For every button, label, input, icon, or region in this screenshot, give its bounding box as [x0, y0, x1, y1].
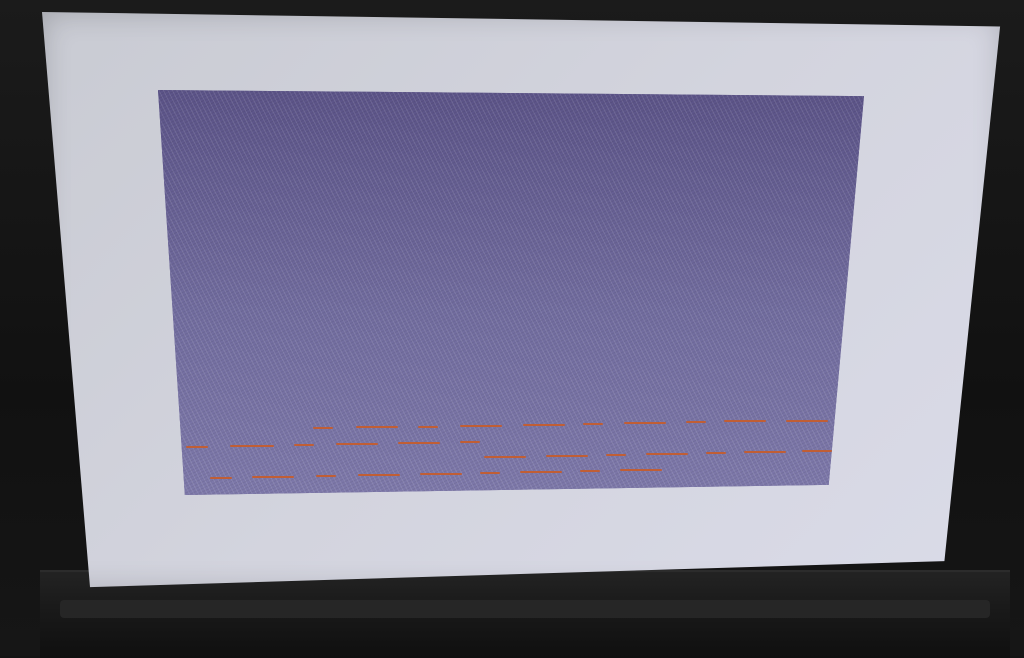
dash-segment: [624, 422, 666, 424]
dash-segment: [583, 423, 603, 425]
dash-segment: [580, 470, 600, 472]
dash-segment: [230, 445, 274, 447]
dash-segment: [744, 451, 786, 453]
device-bezel-lip: [60, 600, 990, 618]
dash-segment: [460, 425, 502, 427]
dash-segment: [418, 426, 438, 428]
dash-segment: [686, 421, 706, 423]
dash-segment: [336, 443, 378, 445]
dash-segment: [186, 446, 208, 448]
dash-segment: [460, 441, 480, 443]
dash-segment: [252, 476, 294, 478]
dash-segment: [606, 454, 626, 456]
dash-segment: [358, 474, 400, 476]
dash-segment: [316, 475, 336, 477]
dash-segment: [706, 452, 726, 454]
dash-segment: [484, 456, 526, 458]
dash-segment: [523, 424, 565, 426]
dash-segment: [294, 444, 314, 446]
dash-segment: [724, 420, 766, 422]
dash-segment: [398, 442, 440, 444]
dash-segment: [480, 472, 500, 474]
dash-segment: [546, 455, 588, 457]
render-viewport: [158, 90, 864, 495]
dash-segment: [802, 450, 838, 452]
dash-segment: [786, 420, 828, 422]
dash-segment: [313, 427, 333, 429]
dash-segment: [356, 426, 398, 428]
dash-segment: [520, 471, 562, 473]
dash-segment: [620, 469, 662, 471]
dash-segment: [646, 453, 688, 455]
dash-segment: [420, 473, 462, 475]
dash-segment: [210, 477, 232, 479]
